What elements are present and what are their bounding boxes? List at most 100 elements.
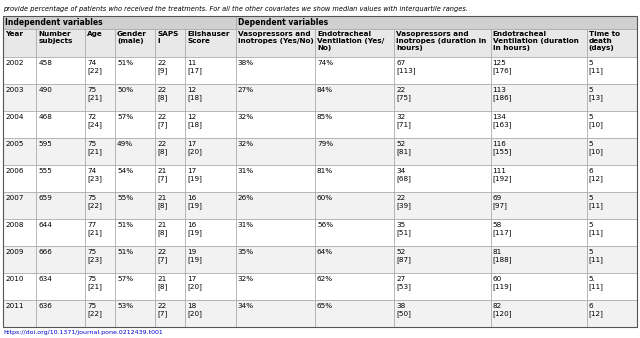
Text: 468: 468 — [38, 114, 52, 120]
Text: Vasopressors and
inotropes (Yes/No): Vasopressors and inotropes (Yes/No) — [237, 31, 313, 44]
Text: 2006: 2006 — [5, 168, 24, 174]
Text: 111
[192]: 111 [192] — [493, 168, 512, 182]
Text: 17
[20]: 17 [20] — [188, 276, 202, 290]
Text: 55%: 55% — [117, 195, 133, 201]
Bar — [491, 246, 587, 273]
Text: 644: 644 — [38, 222, 52, 228]
Bar — [156, 57, 186, 84]
Bar — [186, 57, 236, 84]
Text: 26%: 26% — [237, 195, 253, 201]
Text: 62%: 62% — [317, 276, 333, 282]
Bar — [85, 246, 115, 273]
Text: 2002: 2002 — [5, 60, 24, 66]
Text: 134
[163]: 134 [163] — [493, 114, 512, 128]
Bar — [3, 246, 36, 273]
Bar — [115, 165, 156, 192]
Bar — [394, 57, 491, 84]
Bar — [115, 84, 156, 111]
Bar — [236, 16, 637, 29]
Text: 21
[7]: 21 [7] — [157, 168, 168, 182]
Bar — [394, 219, 491, 246]
Text: 659: 659 — [38, 195, 52, 201]
Text: 72
[24]: 72 [24] — [87, 114, 102, 128]
Bar — [394, 29, 491, 57]
Bar — [394, 138, 491, 165]
Text: 53%: 53% — [117, 303, 133, 309]
Bar — [315, 273, 394, 300]
Bar — [115, 246, 156, 273]
Text: Year: Year — [5, 31, 23, 37]
Bar — [587, 219, 637, 246]
Text: 60%: 60% — [317, 195, 333, 201]
Bar — [85, 192, 115, 219]
Text: 16
[19]: 16 [19] — [188, 222, 202, 236]
Bar — [236, 246, 315, 273]
Bar — [36, 300, 85, 327]
Text: 2003: 2003 — [5, 87, 24, 93]
Text: 67
[113]: 67 [113] — [396, 60, 416, 74]
Text: 75
[23]: 75 [23] — [87, 249, 102, 263]
Text: 56%: 56% — [317, 222, 333, 228]
Bar — [36, 192, 85, 219]
Text: 2005: 2005 — [5, 141, 24, 147]
Bar — [491, 29, 587, 57]
Bar — [236, 165, 315, 192]
Bar — [156, 138, 186, 165]
Text: 21
[8]: 21 [8] — [157, 276, 168, 290]
Text: 5
[11]: 5 [11] — [589, 249, 604, 263]
Text: 49%: 49% — [117, 141, 133, 147]
Text: 32
[71]: 32 [71] — [396, 114, 412, 128]
Bar — [186, 138, 236, 165]
Bar — [3, 16, 236, 29]
Text: 22
[8]: 22 [8] — [157, 141, 168, 155]
Text: 27%: 27% — [237, 87, 253, 93]
Text: Time to
death
(days): Time to death (days) — [589, 31, 620, 51]
Bar — [587, 192, 637, 219]
Bar — [85, 111, 115, 138]
Bar — [587, 57, 637, 84]
Bar — [186, 84, 236, 111]
Text: 38
[50]: 38 [50] — [396, 303, 412, 317]
Bar — [236, 273, 315, 300]
Text: 32%: 32% — [237, 141, 253, 147]
Bar — [491, 111, 587, 138]
Bar — [156, 300, 186, 327]
Text: 65%: 65% — [317, 303, 333, 309]
Bar — [491, 273, 587, 300]
Bar — [315, 111, 394, 138]
Bar — [491, 57, 587, 84]
Text: Gender
(male): Gender (male) — [117, 31, 147, 44]
Bar — [115, 57, 156, 84]
Bar — [115, 29, 156, 57]
Text: 75
[22]: 75 [22] — [87, 303, 102, 317]
Bar — [36, 273, 85, 300]
Text: 555: 555 — [38, 168, 52, 174]
Bar — [3, 29, 36, 57]
Text: Number
subjects: Number subjects — [38, 31, 73, 44]
Text: 5
[10]: 5 [10] — [589, 141, 604, 155]
Bar — [587, 300, 637, 327]
Bar — [394, 246, 491, 273]
Text: Dependent variables: Dependent variables — [237, 18, 328, 27]
Text: 22
[8]: 22 [8] — [157, 87, 168, 101]
Text: 490: 490 — [38, 87, 52, 93]
Bar — [587, 138, 637, 165]
Text: 58
[117]: 58 [117] — [493, 222, 512, 236]
Bar — [587, 273, 637, 300]
Bar — [491, 84, 587, 111]
Text: 458: 458 — [38, 60, 52, 66]
Bar — [315, 246, 394, 273]
Bar — [85, 300, 115, 327]
Text: 2009: 2009 — [5, 249, 24, 255]
Text: 22
[9]: 22 [9] — [157, 60, 168, 74]
Text: 51%: 51% — [117, 60, 133, 66]
Text: provide percentage of patients who received the treatments. For all the other co: provide percentage of patients who recei… — [3, 6, 468, 12]
Bar — [85, 165, 115, 192]
Text: 51%: 51% — [117, 222, 133, 228]
Bar — [3, 84, 36, 111]
Text: 6
[12]: 6 [12] — [589, 303, 604, 317]
Text: 21
[8]: 21 [8] — [157, 195, 168, 209]
Bar — [156, 219, 186, 246]
Bar — [85, 29, 115, 57]
Bar — [315, 57, 394, 84]
